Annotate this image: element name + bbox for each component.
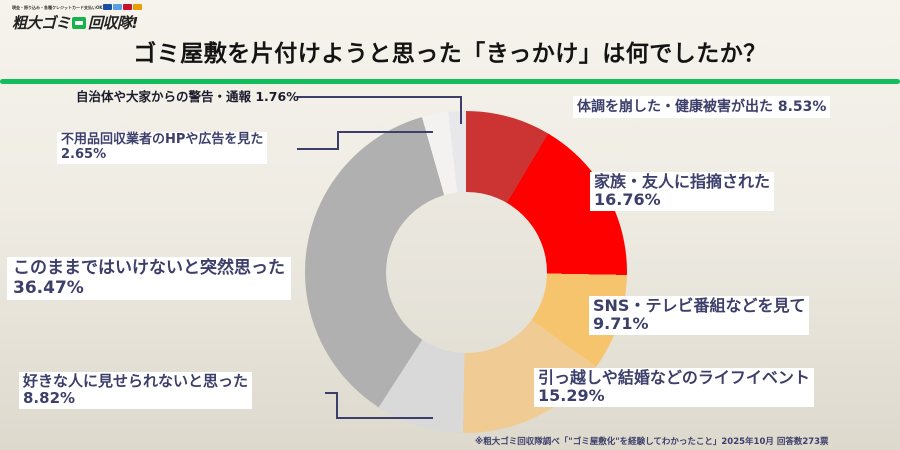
label-sudden: このままではいけないと突然思った 36.47% (7, 257, 291, 301)
brand-logo: 現金・振り込み・各種クレジットカード支払いOK! 粗大ゴミ 回収隊! (8, 4, 142, 34)
label-ad-title: 不用品回収業者のHPや広告を見た (61, 132, 264, 147)
card-icon (103, 4, 112, 10)
label-sns: SNS・テレビ番組などを見て 9.71% (589, 296, 810, 335)
card-icon (113, 4, 122, 10)
label-ad-value: 2.65% (61, 146, 107, 162)
label-crush-title: 好きな人に見せられないと思った (23, 372, 249, 390)
label-sns-title: SNS・テレビ番組などを見て (593, 296, 806, 315)
label-crush-value: 8.82% (23, 389, 76, 408)
label-crush: 好きな人に見せられないと思った 8.82% (19, 372, 253, 409)
label-health-text: 体調を崩した・健康被害が出た 8.53% (577, 99, 827, 115)
label-life-event: 引っ越しや結婚などのライフイベント 15.29% (534, 368, 814, 407)
label-sudden-value: 36.47% (13, 277, 84, 298)
label-warning: 自治体や大家からの警告・通報 1.76% (72, 89, 303, 105)
label-sudden-title: このままではいけないと突然思った (13, 258, 285, 278)
card-icon (123, 4, 132, 10)
label-life-event-title: 引っ越しや結婚などのライフイベント (538, 368, 810, 387)
label-health: 体調を崩した・健康被害が出た 8.53% (573, 96, 831, 119)
title-divider (0, 79, 900, 84)
label-sns-value: 9.71% (593, 314, 649, 334)
label-life-event-value: 15.29% (538, 386, 605, 406)
logo-name-part2: 回収隊! (88, 14, 138, 32)
page-title: ゴミ屋敷を片付けようと思った「きっかけ」は何でしたか？ (133, 41, 767, 67)
logo-tagline: 現金・振り込み・各種クレジットカード支払いOK! (12, 5, 105, 10)
label-family: 家族・友人に指摘された 16.76% (590, 172, 775, 211)
donut-hole (386, 192, 547, 353)
card-icon (133, 4, 142, 10)
label-ad: 不用品回収業者のHPや広告を見た 2.65% (57, 132, 268, 164)
label-warning-text: 自治体や大家からの警告・通報 1.76% (76, 89, 299, 104)
truck-icon (72, 16, 87, 29)
payment-cards (103, 4, 142, 10)
logo-name-part1: 粗大ゴミ (12, 14, 71, 32)
source-footnote: ※粗大ゴミ回収隊調べ「"ゴミ屋敷化"を経験してわかったこと」2025年10月 回… (475, 437, 829, 447)
label-family-value: 16.76% (594, 190, 661, 210)
label-family-title: 家族・友人に指摘された (594, 172, 771, 191)
logo-name: 粗大ゴミ 回収隊! (12, 12, 138, 33)
